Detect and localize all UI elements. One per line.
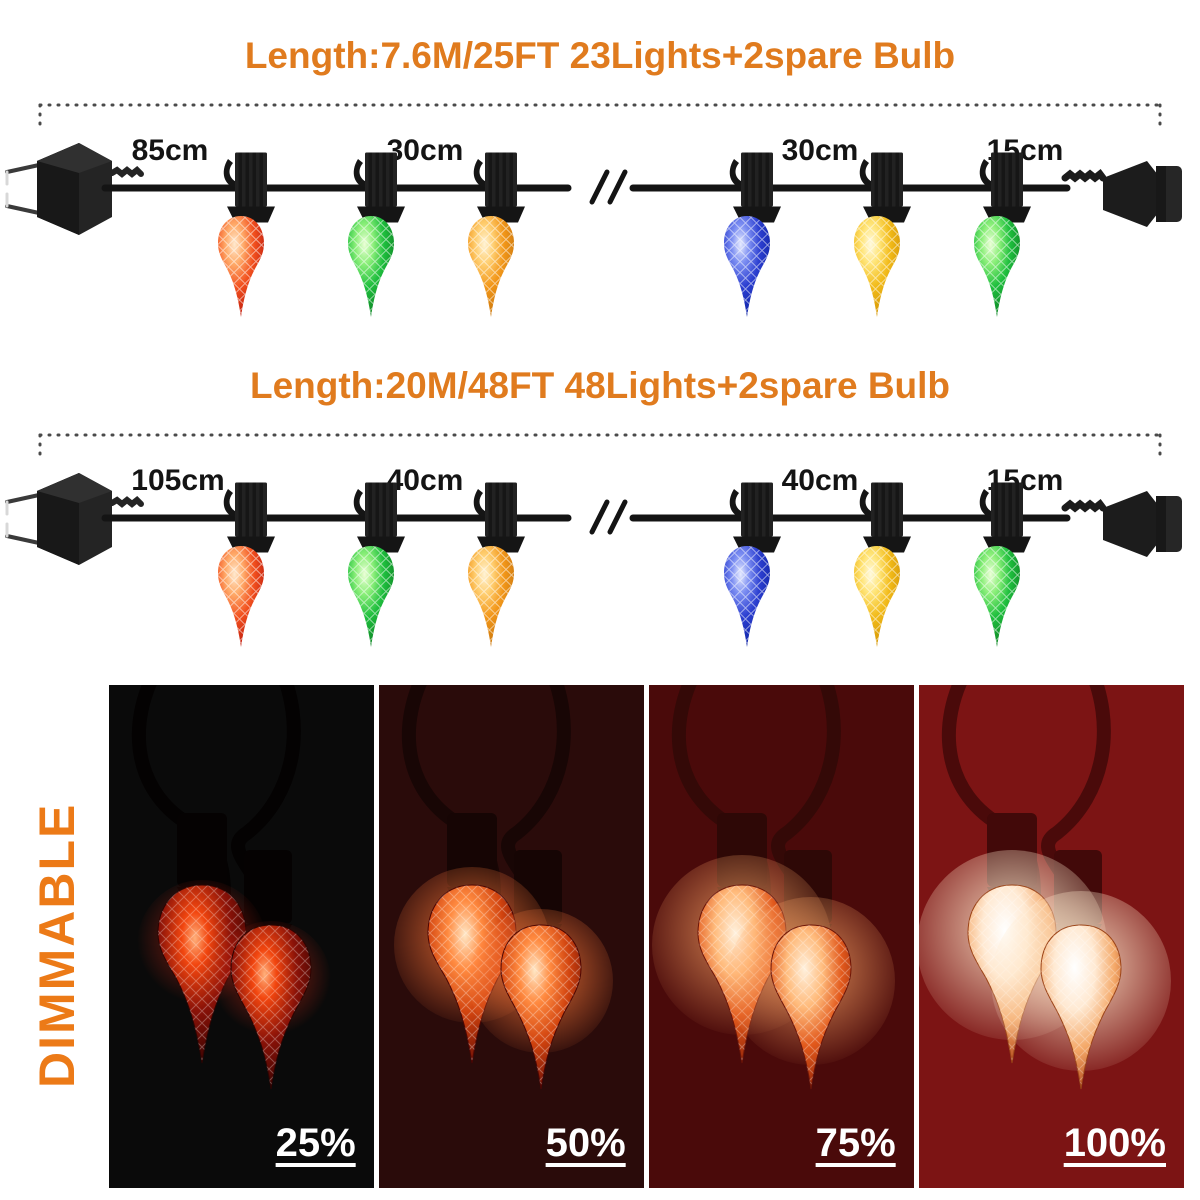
svg-text:30cm: 30cm bbox=[387, 134, 464, 167]
svg-text:40cm: 40cm bbox=[387, 464, 464, 497]
svg-text:105cm: 105cm bbox=[131, 464, 224, 497]
svg-text:Length:7.6M/25FT 23Lights+2spa: Length:7.6M/25FT 23Lights+2spare Bulb bbox=[245, 35, 955, 76]
svg-text:30cm: 30cm bbox=[782, 134, 859, 167]
svg-text:Length:20M/48FT 48Lights+2spar: Length:20M/48FT 48Lights+2spare Bulb bbox=[250, 365, 950, 406]
svg-text:40cm: 40cm bbox=[782, 464, 859, 497]
svg-text:85cm: 85cm bbox=[132, 134, 209, 167]
